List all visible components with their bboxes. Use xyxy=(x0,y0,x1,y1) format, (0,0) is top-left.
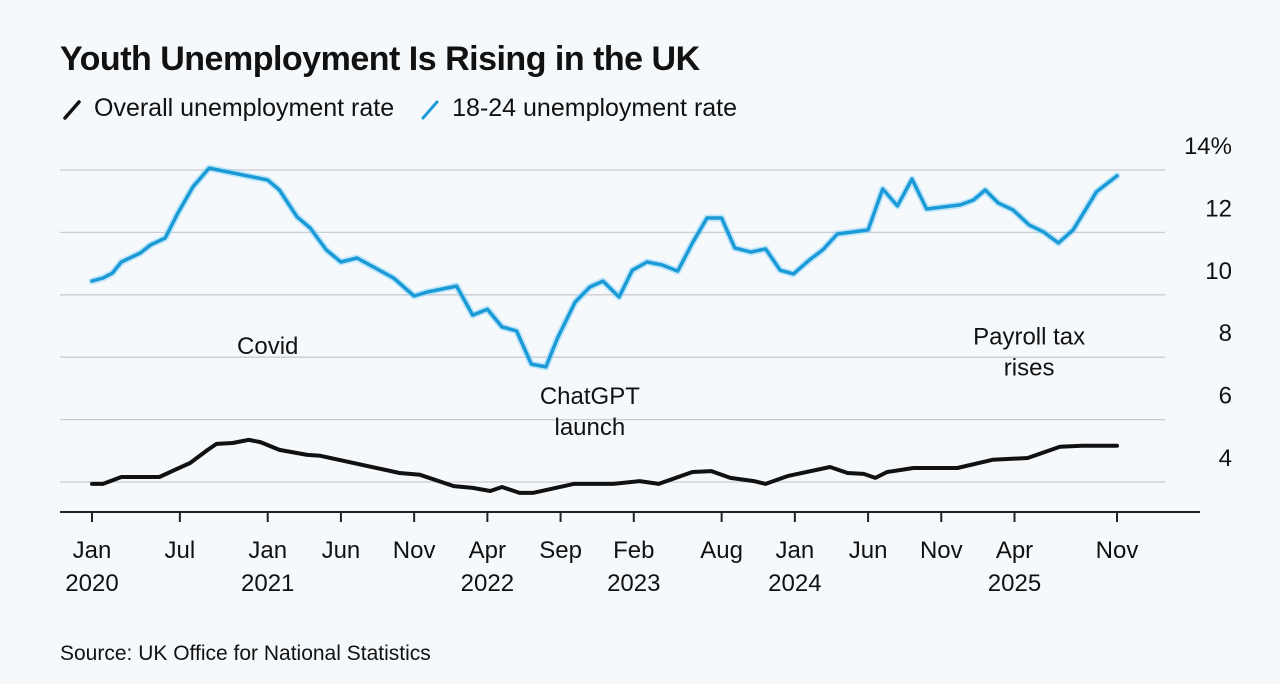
y-tick-label: 12 xyxy=(1205,195,1232,222)
series-line-overall xyxy=(90,437,1119,495)
x-tick-year-label: 2021 xyxy=(241,570,294,597)
x-tick-month-label: Jan xyxy=(776,537,815,564)
x-tick-month-label: Feb xyxy=(613,537,654,564)
annotation-label: ChatGPT xyxy=(540,383,640,410)
annotation-label: rises xyxy=(1004,355,1055,382)
series-line-youth xyxy=(90,166,1119,369)
chart-title: Youth Unemployment Is Rising in the UK xyxy=(60,40,700,78)
y-tick-label: 14% xyxy=(1184,133,1232,160)
y-tick-label: 10 xyxy=(1205,258,1232,285)
x-tick-year-label: 2022 xyxy=(461,570,514,597)
slash-line-icon xyxy=(63,99,81,120)
y-tick-label: 6 xyxy=(1219,383,1232,410)
x-tick-month-label: Nov xyxy=(1096,537,1139,564)
legend-item-youth: 18-24 unemployment rate xyxy=(418,94,737,123)
source-note: Source: UK Office for National Statistic… xyxy=(60,642,431,665)
annotation-label: Payroll tax xyxy=(973,324,1085,351)
x-tick-year-label: 2024 xyxy=(768,570,821,597)
y-tick-label: 8 xyxy=(1219,320,1232,347)
x-tick-year-label: 2023 xyxy=(607,570,660,597)
x-tick-month-label: Aug xyxy=(700,537,743,564)
x-tick-month-label: Sep xyxy=(539,537,582,564)
x-tick-month-label: Apr xyxy=(469,537,506,564)
annotation-label: launch xyxy=(554,414,625,441)
legend-label-overall: Overall unemployment rate xyxy=(94,94,395,122)
x-tick-month-label: Jun xyxy=(322,537,361,564)
legend: Overall unemployment rate 18-24 unemploy… xyxy=(60,94,751,123)
legend-label-youth: 18-24 unemployment rate xyxy=(452,94,738,122)
y-tick-label: 4 xyxy=(1219,445,1232,472)
x-tick-month-label: Nov xyxy=(920,537,963,564)
x-tick-month-label: Jan xyxy=(248,537,287,564)
x-tick-month-label: Nov xyxy=(393,537,436,564)
x-tick-month-label: Apr xyxy=(996,537,1033,564)
annotation-label: Covid xyxy=(237,333,298,360)
x-tick-year-label: 2025 xyxy=(988,570,1041,597)
x-tick-month-label: Jun xyxy=(849,537,888,564)
slash-line-icon xyxy=(421,100,439,119)
x-tick-month-label: Jan xyxy=(73,537,112,564)
x-tick-month-label: Jul xyxy=(165,537,196,564)
legend-item-overall: Overall unemployment rate xyxy=(60,94,394,123)
x-tick-year-label: 2020 xyxy=(65,570,118,597)
